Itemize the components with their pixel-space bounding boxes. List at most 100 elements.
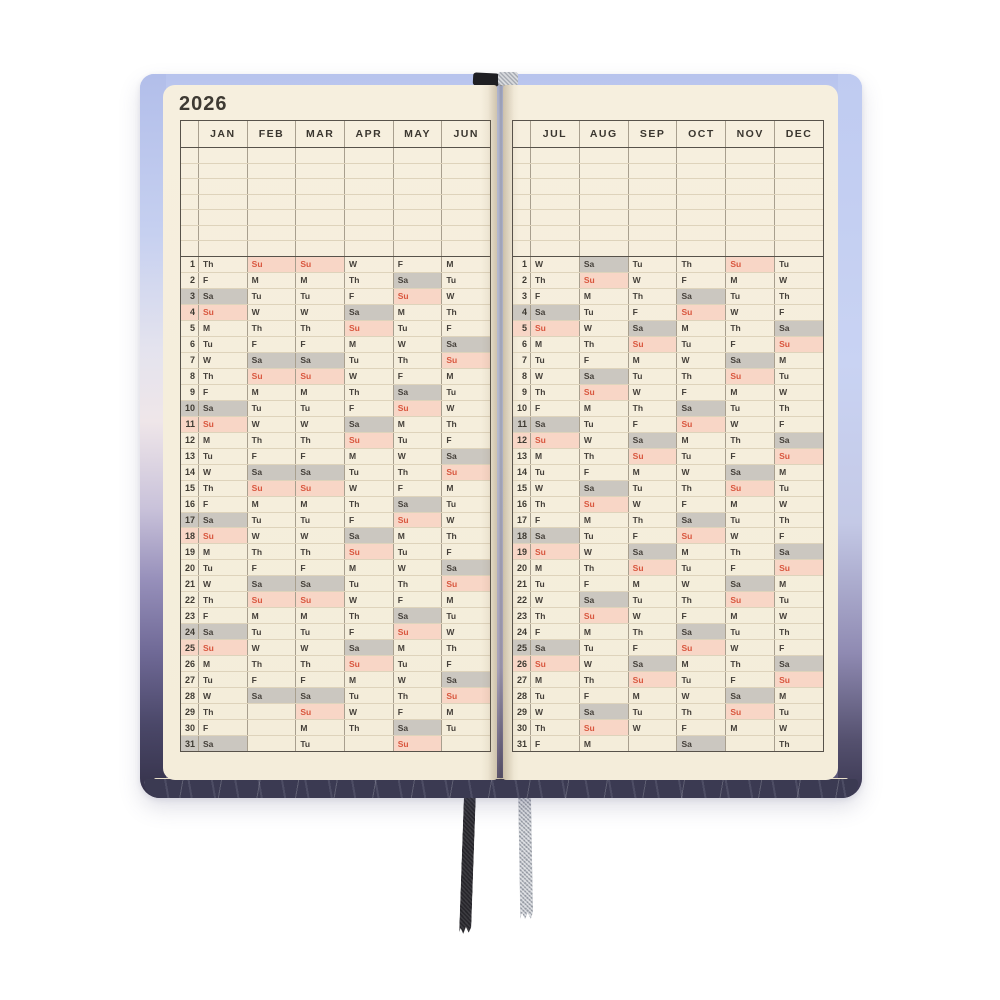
day-cell: Sa [579,592,629,608]
day-cell: F [629,528,678,544]
notes-cell [580,210,629,225]
day-cell: W [580,432,629,448]
day-cell: F [677,272,727,288]
day-cell: W [580,544,629,560]
day-cell: Tu [199,560,248,576]
day-cell: F [199,496,248,512]
day-cell: F [296,560,346,576]
day-cell: Su [579,608,629,624]
day-row: 24 F M Th Sa Tu Th [513,623,823,640]
day-cell: Su [345,544,394,560]
day-cell: F [199,272,248,288]
notes-cell [394,163,443,179]
day-cell: F [726,448,776,464]
day-row: 9 Th Su W F M W [513,383,823,400]
notes-cell [629,241,678,257]
notes-cell [775,164,823,179]
day-row: 26 M Th Th Su Tu F [181,655,490,672]
day-cell [442,736,490,751]
day-cell: W [345,704,394,720]
notes-cell [394,210,443,225]
day-cell: M [248,496,297,512]
day-row: 17 F M Th Sa Tu Th [513,511,823,528]
notes-area [181,148,490,257]
day-cell: W [779,275,788,286]
notes-cell [394,241,443,257]
day-cell: Sa [393,720,443,736]
day-number: 22 [181,592,199,608]
day-cell: Tu [345,352,394,368]
notes-row [513,178,823,194]
day-cell: F [345,512,394,528]
day-cell: Su [247,592,297,608]
day-number: 9 [513,384,531,400]
day-cell: Th [531,384,580,400]
notes-cell [677,225,727,241]
day-cell: F [531,400,580,416]
page-right: JUL AUG SEP OCT NOV DEC 1 W Sa Tu Th Su Tu 2 Th Su W F M W 3… [503,85,838,780]
notes-cell [248,225,297,241]
day-cell: Sa [247,352,297,368]
day-cell: Tu [248,624,297,640]
day-cell: F [629,304,678,320]
day-row: 7 Tu F M W Sa M [513,351,823,368]
day-number: 24 [181,624,199,640]
day-cell: Th [345,720,394,736]
notes-cell [580,163,629,179]
notes-cell [296,148,346,163]
day-cell: Su [296,480,346,496]
day-cell: Th [199,368,248,384]
day-cell: Th [446,642,457,653]
calendar-table-jul-dec: JUL AUG SEP OCT NOV DEC 1 W Sa Tu Th Su Tu 2 Th Su W F M W 3… [512,120,824,752]
day-cell: W [629,720,678,736]
day-cell: Sa [579,704,629,720]
day-cell: Sa [442,672,491,688]
notes-number-cell [513,241,531,257]
notes-number-cell [181,225,199,241]
day-cell: Sa [628,320,678,336]
day-cell: W [248,304,297,320]
day-cell: Su [199,640,248,656]
day-cell: Tu [629,257,678,272]
day-cell: W [779,610,788,621]
notes-cell [677,179,727,194]
day-row: 29 Th Su W F M [181,703,490,720]
notes-cell [629,179,678,194]
day-cell: Su [393,288,443,304]
day-cell: Tu [629,704,678,720]
day-number: 27 [181,672,199,688]
day-cell: M [726,272,776,288]
day-cell: Th [779,514,790,525]
day-number: 24 [513,624,531,640]
day-cell: F [779,307,785,318]
day-number: 3 [181,288,199,304]
notes-cell [442,241,490,256]
day-cell: Su [296,592,346,608]
day-row: 19 Su W Sa M Th Sa [513,543,823,560]
day-cell: Sa [393,272,443,288]
day-cell: M [677,544,727,560]
day-cell: Su [531,320,580,336]
day-row: 16 Th Su W F M W [513,495,823,512]
day-cell: M [726,720,776,736]
day-cell: Sa [247,688,297,704]
day-cell: Th [779,738,790,749]
day-cell: Th [296,544,346,560]
day-cell: Su [726,704,776,720]
day-cell: F [677,384,727,400]
day-cell [248,720,297,736]
notes-cell [629,210,678,225]
day-cell: Su [579,720,629,736]
day-cell: W [446,291,455,302]
day-cell: F [394,480,443,496]
day-cell: W [446,626,455,637]
page-left: 2026 JAN FEB MAR APR MAY JUN 1 Th Su Su W F M 2 F M M Th S… [163,85,497,780]
day-cell: M [580,288,629,304]
day-cell: F [580,688,629,704]
day-row: 9 F M M Th Sa Tu [181,383,490,400]
day-cell: Th [531,608,580,624]
day-number: 8 [513,368,531,384]
day-cell: Sa [199,288,248,304]
day-cell: Tu [629,368,678,384]
